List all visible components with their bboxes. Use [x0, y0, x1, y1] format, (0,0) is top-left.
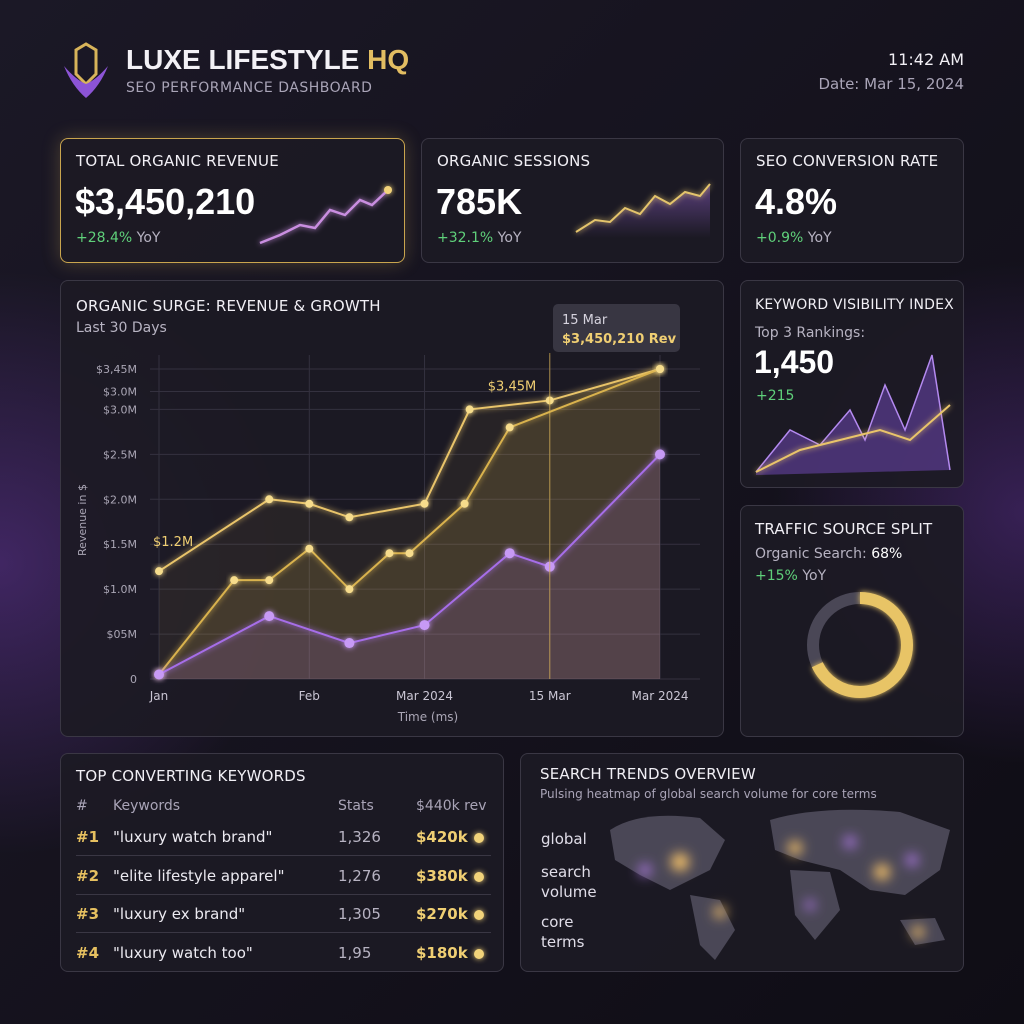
table-cell: $420k — [416, 828, 468, 846]
kpi-card: SEO CONVERSION RATE 4.8% +0.9% YoY — [740, 138, 964, 263]
change: +0.9% — [756, 230, 804, 246]
change: +15% — [755, 568, 798, 584]
table-cell: "luxury watch too" — [113, 943, 253, 962]
kpi-change: +28.4% YoY — [76, 230, 160, 246]
column-header: # — [76, 798, 88, 814]
kpi-label: ORGANIC SESSIONS — [437, 152, 591, 170]
kpi-value: $3,450,210 — [75, 181, 256, 222]
card-change: +15% YoY — [755, 568, 826, 584]
table-cell: #2 — [76, 866, 100, 885]
logo — [64, 42, 108, 98]
period: YoY — [807, 230, 832, 246]
row-divider — [76, 855, 491, 856]
trends-label: search volume — [541, 863, 597, 901]
table-cell: "luxury ex brand" — [113, 905, 246, 923]
trends-label: global — [541, 830, 587, 848]
trends-subtitle: Pulsing heatmap of global search volume … — [540, 787, 877, 801]
traffic-card: TRAFFIC SOURCE SPLIT Organic Search: 68%… — [740, 505, 964, 737]
change: +28.4% — [76, 230, 133, 246]
card-subtitle: Top 3 Rankings: — [755, 325, 866, 341]
kpi-label: TOTAL ORGANIC REVENUE — [76, 152, 279, 170]
status-dot — [474, 910, 484, 920]
kpi-card: TOTAL ORGANIC REVENUE $3,450,210 +28.4% … — [60, 138, 405, 263]
label: Organic Search: — [755, 546, 867, 562]
column-header: Keywords — [113, 798, 181, 814]
chart-title: ORGANIC SURGE: REVENUE & GROWTH — [76, 297, 381, 315]
card-change: +215 — [756, 388, 795, 404]
card-value: 1,450 — [754, 344, 835, 380]
donut-label: Organic Search: 68% — [755, 546, 902, 562]
period: YoY — [497, 230, 522, 246]
table-cell: #4 — [76, 943, 100, 962]
table-cell: $380k — [416, 866, 468, 885]
table-cell: #3 — [76, 905, 100, 923]
status-dot — [474, 871, 484, 882]
period: YoY — [802, 568, 827, 584]
status-dot — [474, 948, 484, 959]
table-title: TOP CONVERTING KEYWORDS — [76, 767, 306, 785]
table-card: TOP CONVERTING KEYWORDS # Keywords Stats $4… — [60, 753, 504, 972]
title: LUXE LIFESTYLE HQ — [126, 44, 409, 76]
subtitle: SEO PERFORMANCE DASHBOARD — [126, 80, 373, 96]
card-title: KEYWORD VISIBILITY INDEX — [755, 297, 954, 313]
value-label: 68% — [871, 546, 903, 562]
table-cell: 1,95 — [338, 943, 372, 962]
status-dot — [474, 833, 484, 843]
table-cell: 1,305 — [338, 905, 381, 923]
period: YoY — [136, 230, 161, 246]
kpi-card: ORGANIC SESSIONS 785K +32.1% YoY — [421, 138, 724, 263]
card-title: TRAFFIC SOURCE SPLIT — [755, 520, 933, 538]
table-cell: $180k — [416, 943, 468, 962]
table-cell: 1,276 — [338, 866, 381, 885]
table-cell: "elite lifestyle apparel" — [113, 866, 285, 885]
row-divider — [76, 932, 491, 933]
title-accent: HQ — [367, 44, 410, 75]
table-cell: "luxury watch brand" — [113, 828, 273, 846]
chart-subtitle: Last 30 Days — [76, 320, 167, 336]
title-text: LUXE LIFESTYLE — [126, 44, 360, 75]
chart-card: ORGANIC SURGE: REVENUE & GROWTH Last 30 … — [60, 280, 724, 737]
table-cell: $270k — [416, 905, 468, 923]
kpi-value: 4.8% — [755, 181, 838, 222]
table-cell: 1,326 — [338, 828, 381, 846]
time: 11:42 AM — [888, 50, 964, 69]
column-header: Stats — [338, 798, 374, 814]
change: +32.1% — [437, 230, 494, 246]
trends-card: SEARCH TRENDS OVERVIEW Pulsing heatmap o… — [520, 753, 964, 972]
kpi-value: 785K — [436, 181, 523, 222]
trends-label: core terms — [541, 913, 585, 951]
visibility-card: KEYWORD VISIBILITY INDEX Top 3 Rankings:… — [740, 280, 964, 488]
date: Date: Mar 15, 2024 — [818, 75, 964, 93]
kpi-label: SEO CONVERSION RATE — [756, 152, 939, 170]
trends-title: SEARCH TRENDS OVERVIEW — [540, 765, 756, 783]
kpi-change: +32.1% YoY — [437, 230, 521, 246]
row-divider — [76, 893, 491, 895]
column-header: $440k rev — [416, 798, 487, 814]
kpi-change: +0.9% YoY — [756, 230, 832, 246]
table-cell: #1 — [76, 828, 100, 846]
